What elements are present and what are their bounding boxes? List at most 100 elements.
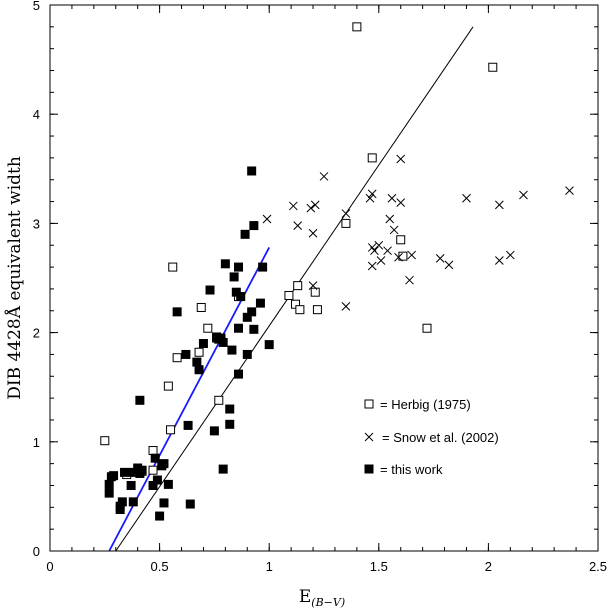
legend-item-herbig: = Herbig (1975) — [364, 397, 471, 412]
herbig-1975-point — [148, 446, 158, 456]
this-work-point — [249, 221, 259, 231]
this-work-point — [159, 498, 169, 508]
this-work-point — [229, 272, 239, 282]
herbig-1975-point — [203, 323, 213, 333]
snow-2002-point — [385, 214, 395, 224]
snow-2002-point — [293, 221, 303, 230]
herbig-1975-point — [214, 395, 224, 405]
herbig-1975-point — [293, 281, 303, 291]
this-work-point — [249, 324, 259, 334]
herbig-1975-point — [168, 262, 178, 272]
snow-2002-point — [565, 186, 574, 195]
this-work-point — [120, 467, 130, 477]
snow-2002-point — [374, 240, 384, 250]
x-tick-label: 1.5 — [370, 559, 388, 574]
this-work-point — [218, 337, 228, 347]
this-work-point — [225, 419, 235, 429]
this-work-point — [209, 426, 219, 436]
herbig-1975-point — [148, 465, 158, 475]
legend-label: = Snow et al. (2002) — [382, 430, 499, 445]
y-axis-label: DIB 4428Å equivalent width — [4, 156, 25, 400]
legend-marker — [364, 432, 374, 442]
x-axis-label-main: E — [299, 587, 311, 607]
x-axis-label: E(B−V) — [299, 587, 345, 608]
legend-label: = this work — [380, 462, 443, 477]
snow-2002-point — [308, 281, 318, 290]
snow-2002-point — [444, 260, 454, 270]
y-tick-label: 5 — [33, 0, 40, 13]
snow-2002-point — [376, 256, 386, 265]
snow-2002-point — [462, 193, 471, 203]
this-work-point — [194, 365, 204, 375]
legend-marker — [364, 399, 374, 409]
herbig-1975-point — [166, 425, 176, 435]
snow-2002-point — [365, 193, 375, 203]
y-tick-label: 2 — [33, 326, 40, 341]
this-work-point — [163, 479, 173, 489]
this-work-point — [236, 292, 246, 302]
x-tick-label: 2 — [485, 559, 492, 574]
this-work-point — [150, 453, 160, 463]
this-work-point — [185, 499, 195, 509]
snow-2002-point — [407, 250, 417, 260]
snow-2002-point — [310, 200, 320, 210]
herbig-1975-point — [398, 251, 408, 261]
this-work-point — [181, 349, 191, 359]
this-work-point — [137, 465, 147, 475]
this-work-point — [155, 511, 165, 521]
herbig-1975-point — [163, 381, 173, 391]
legend-item-snow: = Snow et al. (2002) — [364, 430, 499, 445]
y-tick-label: 4 — [33, 107, 40, 122]
y-tick-label: 3 — [33, 216, 40, 231]
snow-2002-point — [495, 256, 504, 265]
this-work-point — [255, 298, 265, 308]
this-work-point — [192, 357, 202, 367]
this-work-point — [159, 459, 169, 469]
herbig-1975-point — [194, 347, 204, 357]
herbig-1975-point — [196, 302, 206, 312]
herbig-1975-point — [312, 305, 322, 315]
snow-2002-point — [319, 172, 329, 181]
this-work-point — [220, 259, 230, 269]
snow-2002-point — [306, 203, 316, 213]
snow-2002-point — [405, 275, 414, 285]
data-points — [100, 22, 574, 521]
axis-ticks: 0 0.5 1 1.5 2 2.5 0 1 2 3 4 5 — [33, 0, 607, 574]
x-axis-label-subscript: (B−V) — [311, 596, 345, 608]
this-work-point — [205, 285, 215, 295]
this-work-point — [152, 475, 162, 485]
this-work-point — [104, 488, 114, 498]
this-work-point — [264, 340, 274, 350]
herbig-1975-point — [396, 235, 406, 245]
herbig-1975-point — [352, 22, 362, 32]
herbig-1975-point — [172, 353, 182, 363]
this-work-point — [218, 464, 228, 474]
snow-2002-point — [505, 250, 515, 260]
y-tick-label: 1 — [33, 435, 40, 450]
x-tick-label: 2.5 — [589, 559, 607, 574]
this-work-point — [240, 229, 250, 239]
herbig-1975-point — [100, 436, 110, 446]
snow-2002-point — [383, 246, 392, 256]
y-tick-label: 0 — [33, 544, 40, 559]
this-work-point — [225, 404, 235, 414]
plot-frame — [49, 4, 599, 552]
x-tick-label: 1 — [266, 559, 273, 574]
this-work-point — [172, 307, 182, 317]
herbig-1975-point — [284, 290, 294, 300]
this-work-point — [198, 339, 208, 349]
legend-item-this-work: = this work — [364, 462, 443, 477]
x-tick-label: 0.5 — [151, 559, 169, 574]
snow-2002-point — [495, 200, 504, 210]
snow-2002-point — [435, 253, 445, 263]
herbig-1975-point — [341, 218, 351, 228]
legend: = Herbig (1975) = Snow et al. (2002) = thi… — [364, 397, 499, 477]
this-work-point — [258, 262, 268, 272]
this-work-point — [183, 420, 193, 430]
herbig-1975-point — [367, 153, 377, 163]
herbig-1975-point — [488, 62, 498, 72]
herbig-1975-point — [422, 323, 432, 333]
x-tick-label: 0 — [46, 559, 53, 574]
snow-2002-point — [367, 189, 377, 199]
